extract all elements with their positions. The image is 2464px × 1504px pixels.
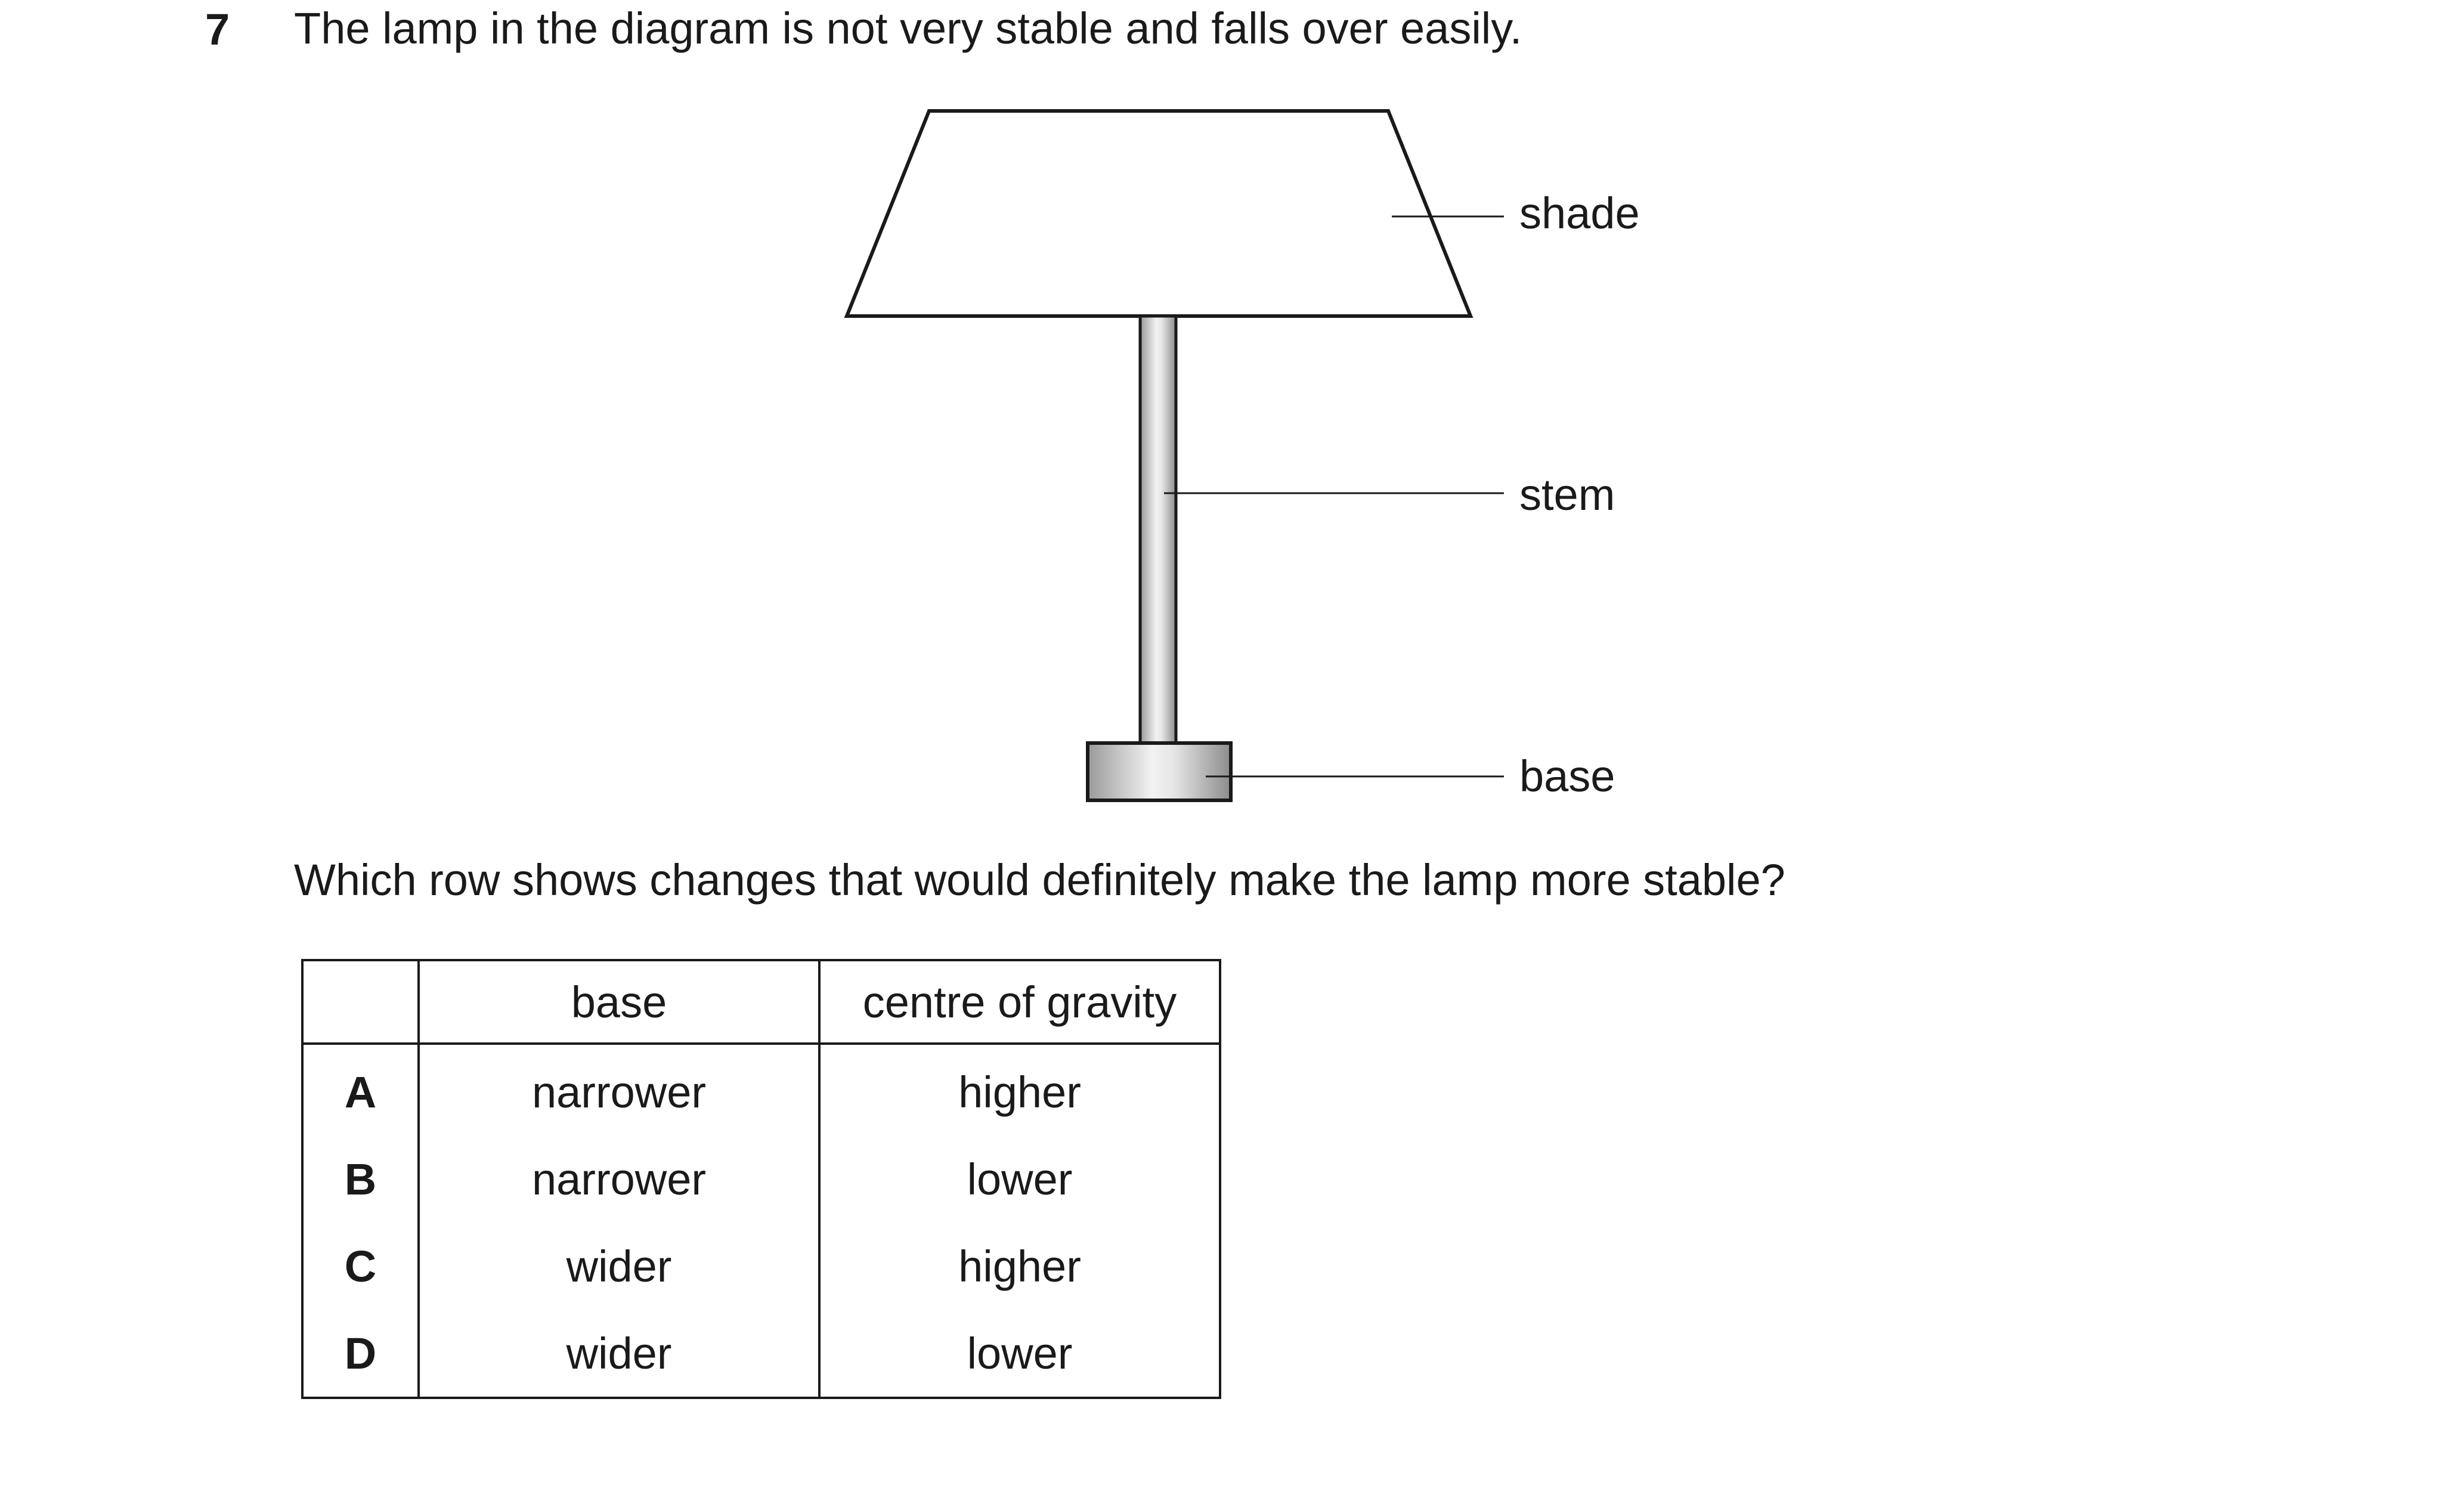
table-row: B narrower lower xyxy=(301,1135,1221,1223)
header-base: base xyxy=(417,959,821,1045)
option-base: narrower xyxy=(417,1044,821,1135)
stem-label: stem xyxy=(1519,470,1615,519)
table-row: D wider lower xyxy=(301,1310,1221,1399)
header-option xyxy=(301,959,420,1045)
option-centre-of-gravity: higher xyxy=(818,1223,1221,1310)
sub-question-text: Which row shows changes that would defin… xyxy=(294,855,1785,905)
option-centre-of-gravity: higher xyxy=(818,1044,1221,1135)
option-letter: A xyxy=(301,1044,420,1135)
table-row: C wider higher xyxy=(301,1223,1221,1310)
option-base: wider xyxy=(417,1223,821,1310)
option-centre-of-gravity: lower xyxy=(818,1310,1221,1399)
base-label: base xyxy=(1519,751,1615,801)
question-text: The lamp in the diagram is not very stab… xyxy=(294,4,1522,53)
option-letter: B xyxy=(301,1135,420,1223)
option-base: narrower xyxy=(417,1135,821,1223)
option-letter: C xyxy=(301,1223,420,1310)
option-centre-of-gravity: lower xyxy=(818,1135,1221,1223)
option-letter: D xyxy=(301,1310,420,1399)
options-table: base centre of gravity A narrower higher… xyxy=(301,959,1221,1399)
lamp-base xyxy=(1086,741,1233,802)
table-header-row: base centre of gravity xyxy=(301,959,1221,1045)
lamp-shade xyxy=(844,109,1474,318)
lamp-diagram: shade stem base xyxy=(844,109,1640,802)
table-row: A narrower higher xyxy=(301,1044,1221,1135)
header-centre-of-gravity: centre of gravity xyxy=(818,959,1221,1045)
lamp-stem xyxy=(1138,314,1178,745)
option-base: wider xyxy=(417,1310,821,1399)
shade-label: shade xyxy=(1519,188,1640,238)
question-number: 7 xyxy=(205,5,230,54)
